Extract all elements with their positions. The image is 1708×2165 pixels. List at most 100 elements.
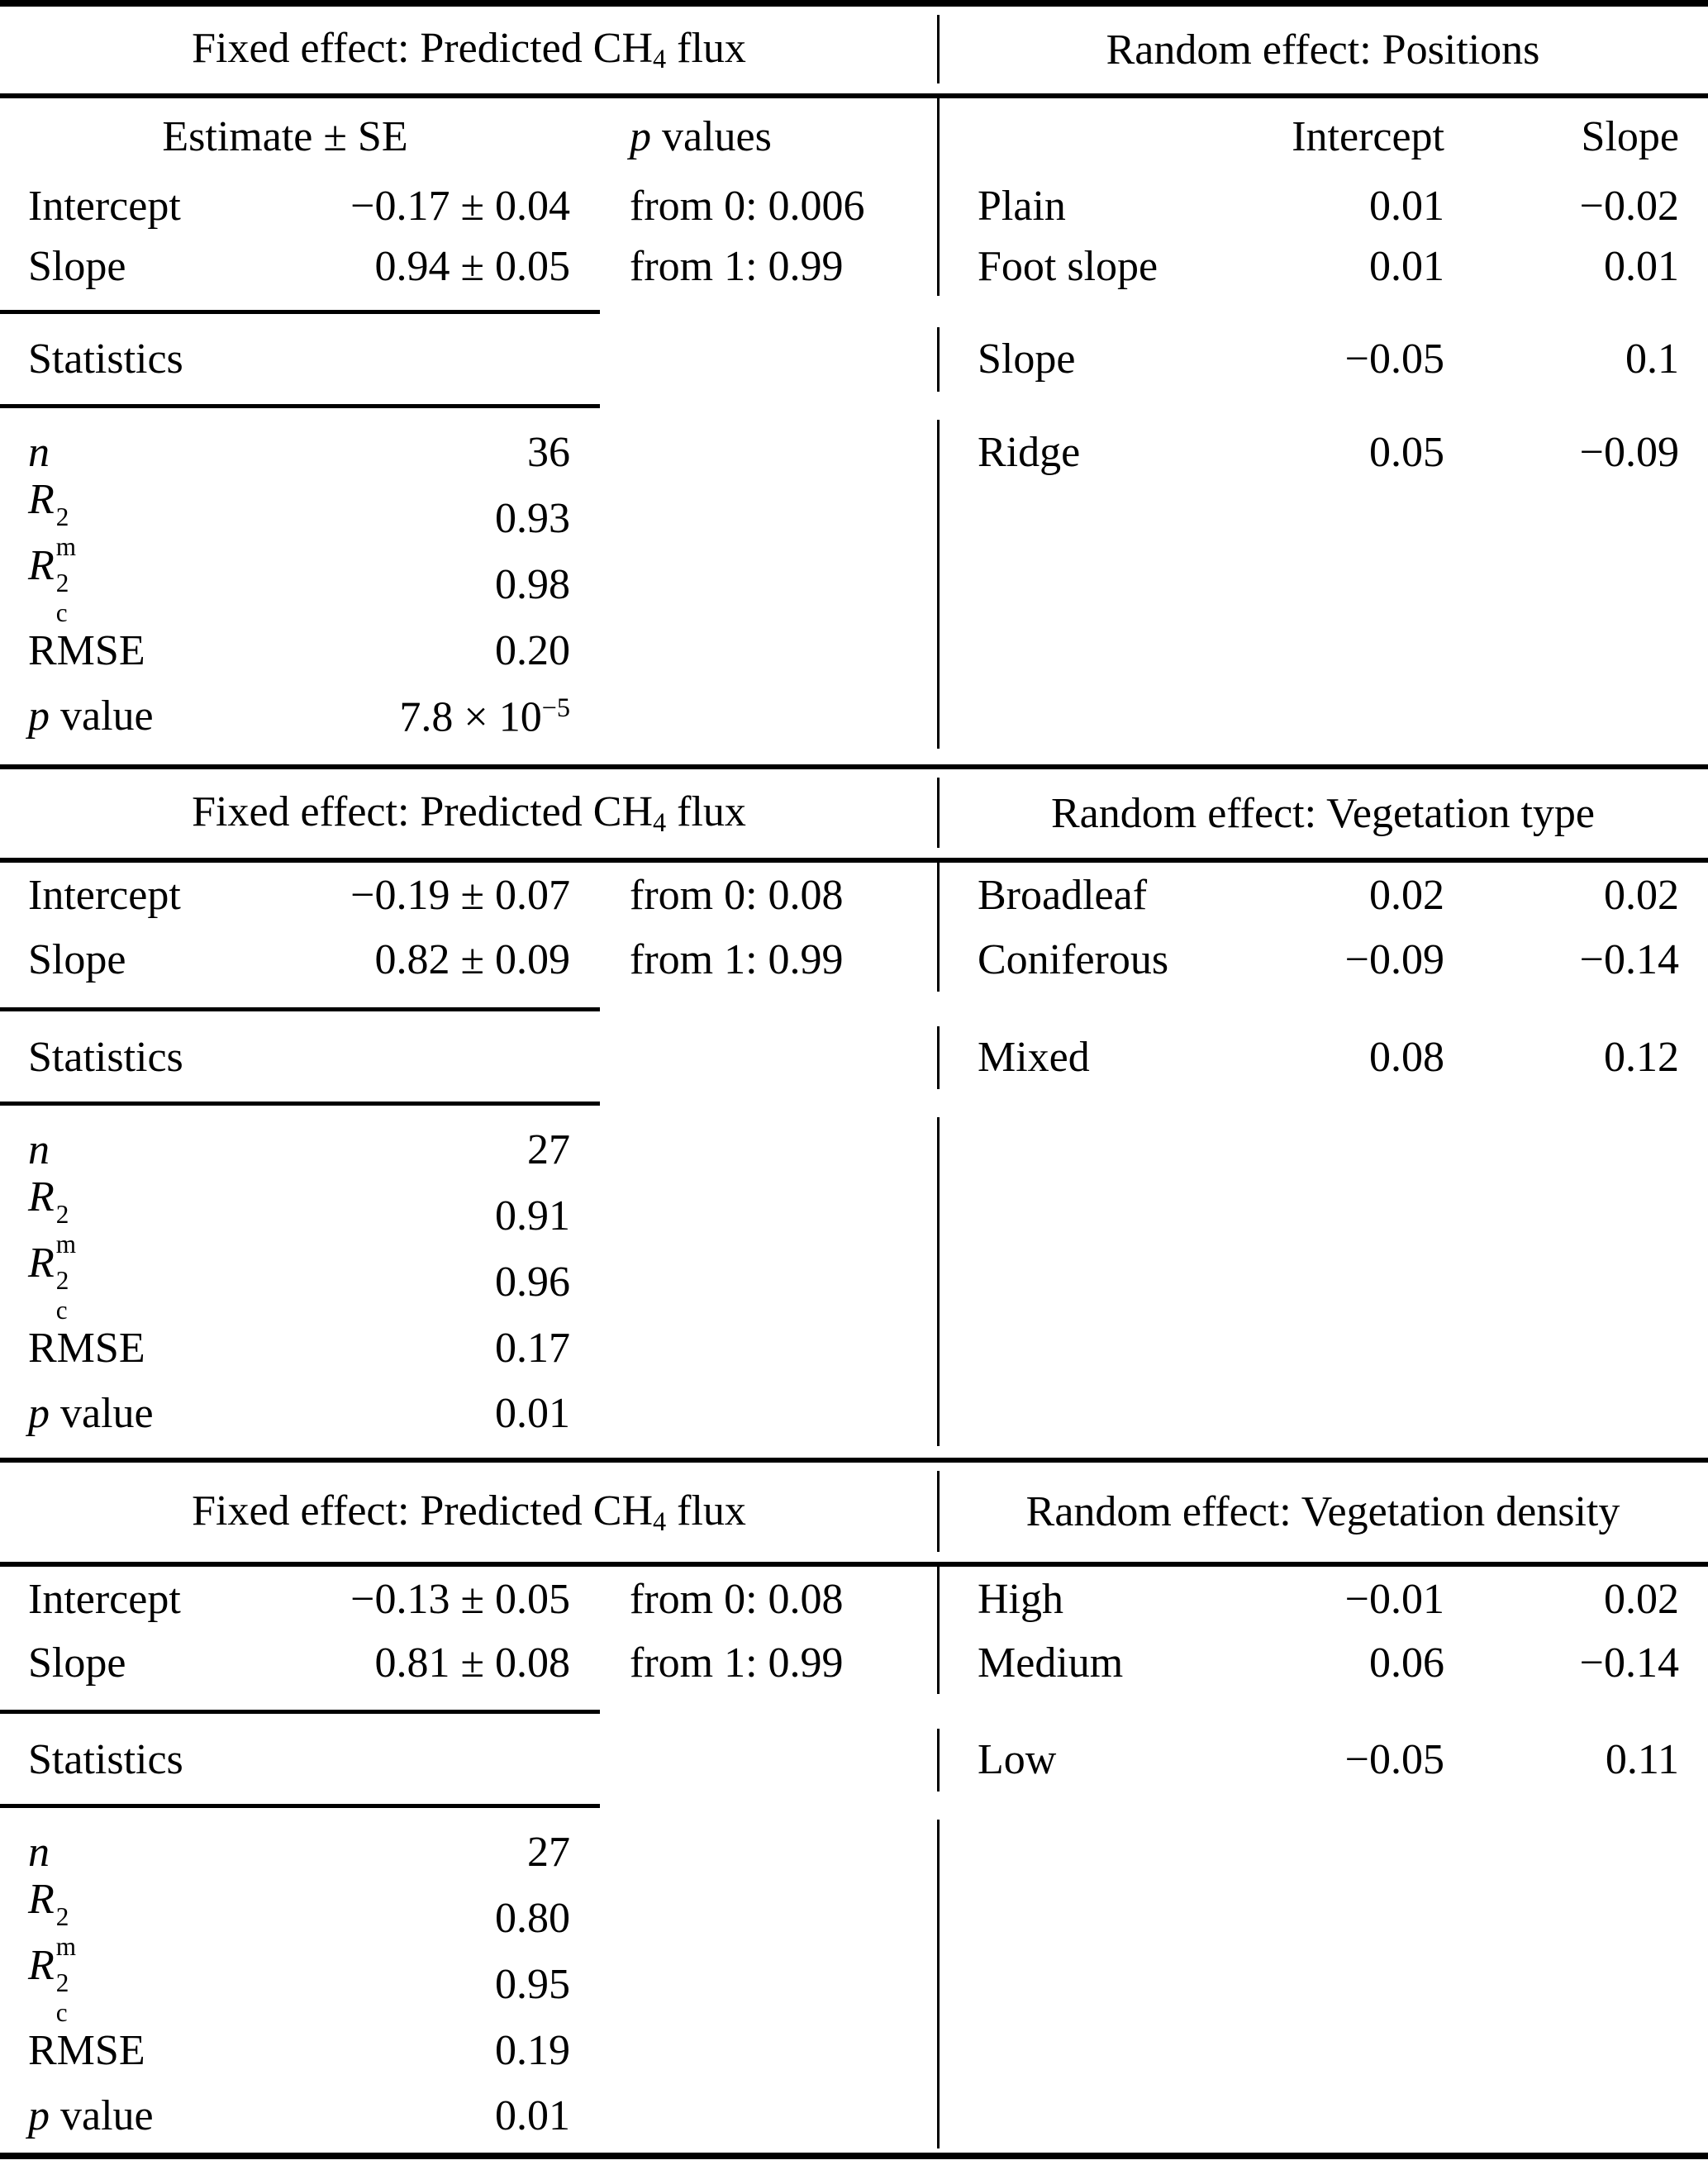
section-divider-rule — [0, 764, 1708, 769]
table-row: RMSE 0.20 — [0, 618, 1708, 684]
r-squared-symbol: R — [28, 1941, 55, 1989]
partial-rule — [0, 1101, 600, 1106]
random-effect-title: Random effect: Positions — [1106, 26, 1540, 74]
table-rule — [0, 858, 1708, 863]
spacer-row — [0, 2148, 1708, 2153]
stat-value: 0.17 — [495, 1325, 570, 1372]
fixed-effect-title-prefix: Fixed effect: Predicted CH — [192, 25, 653, 73]
section-positions: Fixed effect: Predicted CH4 flux Random … — [0, 0, 1708, 769]
random-intercept-value: 0.08 — [1369, 1034, 1444, 1081]
random-row-label: Coniferous — [978, 936, 1169, 983]
random-intercept-value: −0.05 — [1344, 335, 1444, 383]
rule-row — [0, 1791, 1708, 1820]
random-intercept-value: 0.01 — [1369, 183, 1444, 230]
table-row: Intercept −0.19 ± 0.07 from 0: 0.08 Broa… — [0, 863, 1708, 929]
stat-value: 0.19 — [495, 2027, 570, 2074]
table-row: p value 0.01 — [0, 1382, 1708, 1446]
random-effect-title: Random effect: Vegetation density — [1025, 1488, 1620, 1535]
p-symbol: p — [630, 112, 651, 160]
table-row: Statistics Slope −0.05 0.1 — [0, 327, 1708, 392]
random-row-label: High — [978, 1575, 1063, 1623]
table-bottom-rule — [0, 2153, 1708, 2159]
fixed-effect-title: Fixed effect: Predicted CH4 flux — [0, 1487, 938, 1536]
statistics-heading: Statistics — [28, 1736, 183, 1783]
fixed-effect-title: Fixed effect: Predicted CH4 flux — [0, 25, 938, 73]
r-squared-symbol: R — [28, 1173, 55, 1220]
random-intercept-value: 0.05 — [1369, 429, 1444, 476]
stat-value: 0.93 — [495, 495, 570, 542]
subscript: m — [55, 1932, 77, 1962]
stat-value: 36 — [527, 429, 570, 476]
rule-row — [0, 392, 1708, 420]
p-value-label-rest: value — [50, 692, 154, 740]
section-vegetation-density: Fixed effect: Predicted CH4 flux Random … — [0, 1463, 1708, 2159]
statistics-heading: Statistics — [28, 1034, 183, 1081]
table-rule — [0, 1562, 1708, 1567]
n-symbol: n — [28, 429, 50, 476]
estimate-value: −0.17 ± 0.04 — [350, 183, 570, 230]
partial-rule — [0, 1006, 600, 1011]
random-slope-value: −0.02 — [1579, 183, 1679, 230]
ch4-subscript: 4 — [653, 1506, 667, 1536]
superscript: 2 — [55, 502, 69, 532]
stat-value: 0.20 — [495, 627, 570, 674]
p-value-text: from 1: 0.99 — [630, 936, 844, 983]
r-squared-symbol: R — [28, 541, 55, 589]
section-vegetation-type: Fixed effect: Predicted CH4 flux Random … — [0, 769, 1708, 1463]
stat-label: n — [0, 1129, 281, 1172]
p-value-exponent: −5 — [541, 692, 570, 722]
coefficient-label: Intercept — [28, 183, 181, 230]
p-value-label-rest: value — [50, 2092, 154, 2139]
stat-label: n — [0, 431, 281, 474]
random-slope-value: 0.11 — [1605, 1736, 1679, 1783]
random-row-label: Broadleaf — [978, 872, 1148, 919]
coefficient-label: Slope — [28, 243, 126, 290]
random-slope-value: 0.12 — [1604, 1034, 1679, 1081]
random-intercept-value: 0.06 — [1369, 1639, 1444, 1687]
stat-value: 0.95 — [495, 1961, 570, 2008]
fixed-effect-title-suffix: flux — [666, 1487, 746, 1535]
rule-row — [0, 1694, 1708, 1729]
stat-label: p value — [0, 1392, 281, 1435]
column-header-slope: Slope — [1581, 112, 1679, 160]
r-squared-symbol: R — [28, 475, 55, 523]
ch4-subscript: 4 — [653, 807, 667, 838]
rule-row — [0, 992, 1708, 1026]
superscript: 2 — [55, 1266, 69, 1296]
p-value-text: from 1: 0.99 — [630, 243, 844, 290]
table-top-rule — [0, 0, 1708, 7]
p-value-text: from 0: 0.08 — [630, 1575, 844, 1623]
superscript: 2 — [55, 1200, 69, 1230]
coefficient-label: Slope — [28, 936, 126, 983]
rmse-label: RMSE — [28, 1325, 145, 1372]
table-row: Intercept −0.17 ± 0.04 from 0: 0.006 Pla… — [0, 175, 1708, 238]
fixed-effect-title-suffix: flux — [666, 25, 746, 73]
table-row: n 36 Ridge 0.05 −0.09 — [0, 420, 1708, 486]
random-slope-value: −0.14 — [1579, 1639, 1679, 1687]
subscript: c — [55, 1998, 68, 2028]
title-row: Fixed effect: Predicted CH4 flux Random … — [0, 769, 1708, 858]
partial-rule — [0, 1709, 600, 1714]
random-row-label: Medium — [978, 1639, 1124, 1687]
p-values-label-rest: values — [651, 112, 772, 160]
random-slope-value: 0.01 — [1604, 243, 1679, 290]
table-row: n 27 — [0, 1117, 1708, 1183]
statistics-heading: Statistics — [28, 335, 183, 383]
rule-row — [0, 1089, 1708, 1117]
superscript: 2 — [55, 1968, 69, 1998]
random-slope-value: −0.09 — [1579, 429, 1679, 476]
random-intercept-value: 0.01 — [1369, 243, 1444, 290]
random-intercept-value: 0.02 — [1369, 872, 1444, 919]
stat-value: 27 — [527, 1829, 570, 1876]
rmse-label: RMSE — [28, 627, 145, 674]
fixed-effect-title-prefix: Fixed effect: Predicted CH — [192, 1487, 653, 1535]
